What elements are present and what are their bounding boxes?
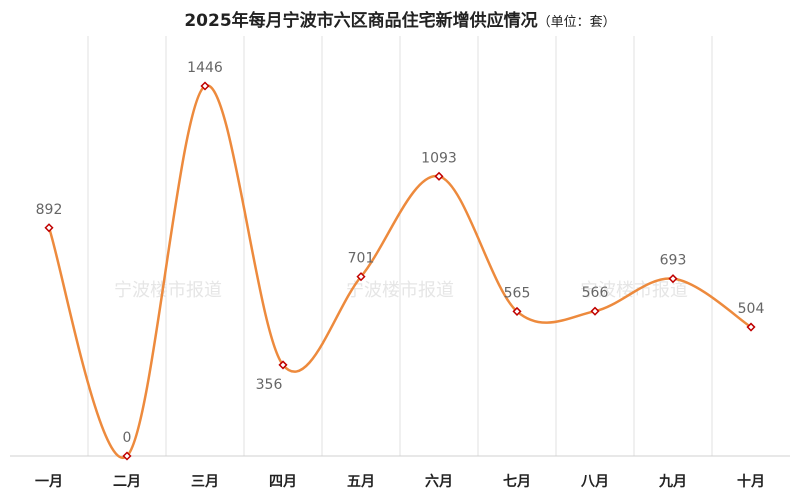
chart-title-main: 2025年每月宁波市六区商品住宅新增供应情况 <box>184 10 537 31</box>
data-label: 701 <box>348 251 375 267</box>
data-labels: 892 0 1446 356 701 1093 565 566 693 504 <box>36 60 765 446</box>
x-tick-label: 十月 <box>737 473 765 490</box>
chart-title: 2025年每月宁波市六区商品住宅新增供应情况（单位：套） <box>184 10 615 31</box>
data-point-marker <box>200 81 210 91</box>
data-label: 1446 <box>187 60 223 76</box>
data-label: 0 <box>123 430 132 446</box>
data-point-marker <box>590 306 600 316</box>
x-tick-labels: 一月 二月 三月 四月 五月 六月 七月 八月 九月 十月 <box>35 473 765 490</box>
data-label: 1093 <box>421 150 457 166</box>
x-tick-label: 五月 <box>347 474 375 490</box>
watermark-text: 宁波楼市报道 <box>114 280 222 301</box>
data-label: 892 <box>36 202 63 218</box>
watermark-text: 宁波楼市报道 <box>346 280 454 301</box>
data-point-marker <box>512 306 522 316</box>
x-tick-label: 二月 <box>113 474 141 490</box>
x-tick-label: 六月 <box>425 473 453 490</box>
x-tick-label: 三月 <box>191 474 219 490</box>
data-point-marker <box>668 274 678 284</box>
x-tick-label: 九月 <box>658 474 687 490</box>
data-label: 356 <box>256 377 283 393</box>
grid-lines <box>87 36 713 456</box>
data-point-marker <box>356 272 366 282</box>
x-tick-label: 七月 <box>503 474 531 490</box>
data-label: 566 <box>582 285 609 301</box>
data-point-marker <box>44 223 54 233</box>
data-label: 565 <box>504 285 531 301</box>
data-point-marker <box>122 451 132 461</box>
x-tick-label: 八月 <box>580 474 609 490</box>
data-markers <box>44 81 756 461</box>
data-label: 693 <box>660 253 687 269</box>
data-point-marker <box>746 322 756 332</box>
chart-unit-note: （单位：套） <box>538 14 616 30</box>
x-tick-label: 四月 <box>269 474 297 490</box>
x-tick-label: 一月 <box>35 474 63 490</box>
data-point-marker <box>434 171 444 181</box>
data-label: 504 <box>738 301 765 317</box>
data-point-marker <box>278 360 288 370</box>
